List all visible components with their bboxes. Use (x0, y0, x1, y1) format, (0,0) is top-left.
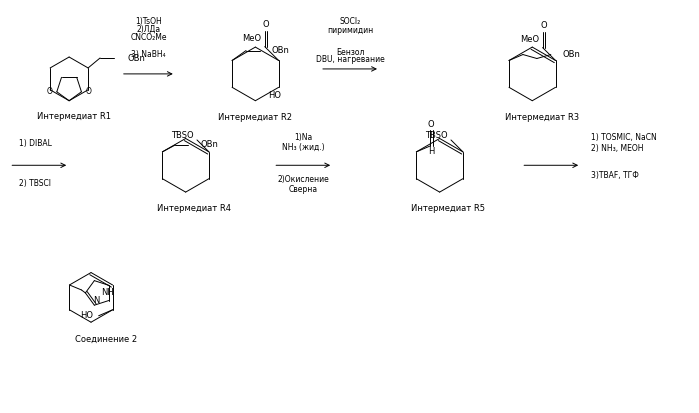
Text: Соединение 2: Соединение 2 (75, 335, 137, 344)
Text: пиримидин: пиримидин (327, 26, 373, 35)
Text: NH: NH (101, 288, 114, 297)
Text: O: O (540, 21, 547, 30)
Text: Интермедиат R4: Интермедиат R4 (157, 204, 231, 214)
Text: OBn: OBn (200, 140, 218, 150)
Text: 2)Окисление: 2)Окисление (278, 175, 329, 184)
Text: Интермедиат R1: Интермедиат R1 (37, 112, 111, 121)
Text: OBn: OBn (272, 46, 290, 55)
Text: Бензол: Бензол (336, 47, 364, 57)
Text: 1) DIBAL: 1) DIBAL (20, 139, 52, 148)
Text: O: O (262, 20, 269, 29)
Text: TBSO: TBSO (426, 131, 448, 140)
Text: Интермедиат R5: Интермедиат R5 (410, 204, 484, 214)
Text: Интермедиат R2: Интермедиат R2 (218, 113, 292, 122)
Text: CNCO₂Me: CNCO₂Me (131, 33, 167, 42)
Text: H: H (428, 147, 435, 157)
Text: MeO: MeO (243, 34, 261, 43)
Text: Сверна: Сверна (289, 185, 318, 194)
Text: 1) TOSMIC, NaCN: 1) TOSMIC, NaCN (591, 133, 657, 142)
Text: O: O (428, 119, 435, 128)
Text: 2)ЛДа: 2)ЛДа (137, 25, 161, 34)
Text: TBSO: TBSO (171, 131, 194, 140)
Text: OBn: OBn (128, 54, 146, 62)
Text: 3)TBAF, ТГФ: 3)TBAF, ТГФ (591, 171, 639, 180)
Text: DBU, нагревание: DBU, нагревание (316, 55, 384, 64)
Text: N: N (93, 296, 99, 305)
Text: O: O (85, 87, 92, 96)
Text: 1)TsOH: 1)TsOH (136, 17, 162, 26)
Text: 3) NaBH₄: 3) NaBH₄ (131, 50, 166, 59)
Text: NH₃ (жид.): NH₃ (жид.) (282, 143, 324, 152)
Text: HO: HO (80, 311, 93, 320)
Text: SOCl₂: SOCl₂ (340, 17, 361, 26)
Text: 2) NH₃, MEOH: 2) NH₃, MEOH (591, 144, 644, 153)
Text: MeO: MeO (521, 35, 540, 44)
Text: 2) TBSCl: 2) TBSCl (20, 179, 51, 188)
Text: O: O (47, 87, 53, 96)
Text: HO: HO (268, 91, 281, 100)
Text: 1)Na: 1)Na (294, 133, 312, 142)
Text: OBn: OBn (563, 50, 581, 59)
Text: Интермедиат R3: Интермедиат R3 (505, 113, 579, 122)
